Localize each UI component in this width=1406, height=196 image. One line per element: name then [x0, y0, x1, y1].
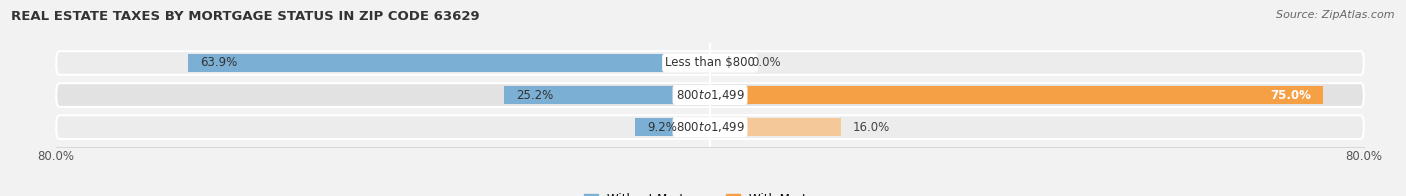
FancyBboxPatch shape [56, 51, 1364, 75]
Text: Less than $800: Less than $800 [665, 56, 755, 70]
FancyBboxPatch shape [56, 83, 1364, 107]
Text: 9.2%: 9.2% [647, 121, 676, 134]
Bar [710, 86, 1323, 104]
Bar [710, 118, 841, 136]
Text: Source: ZipAtlas.com: Source: ZipAtlas.com [1277, 10, 1395, 20]
Text: 75.0%: 75.0% [1270, 89, 1310, 102]
Bar [188, 54, 710, 72]
Text: 0.0%: 0.0% [751, 56, 780, 70]
Bar [710, 54, 727, 72]
Text: 25.2%: 25.2% [516, 89, 554, 102]
Text: REAL ESTATE TAXES BY MORTGAGE STATUS IN ZIP CODE 63629: REAL ESTATE TAXES BY MORTGAGE STATUS IN … [11, 10, 479, 23]
FancyBboxPatch shape [56, 115, 1364, 139]
Legend: Without Mortgage, With Mortgage: Without Mortgage, With Mortgage [583, 192, 837, 196]
Text: 63.9%: 63.9% [200, 56, 238, 70]
Text: $800 to $1,499: $800 to $1,499 [675, 88, 745, 102]
Text: 16.0%: 16.0% [853, 121, 890, 134]
Bar [636, 118, 710, 136]
Bar [505, 86, 710, 104]
Text: $800 to $1,499: $800 to $1,499 [675, 120, 745, 134]
